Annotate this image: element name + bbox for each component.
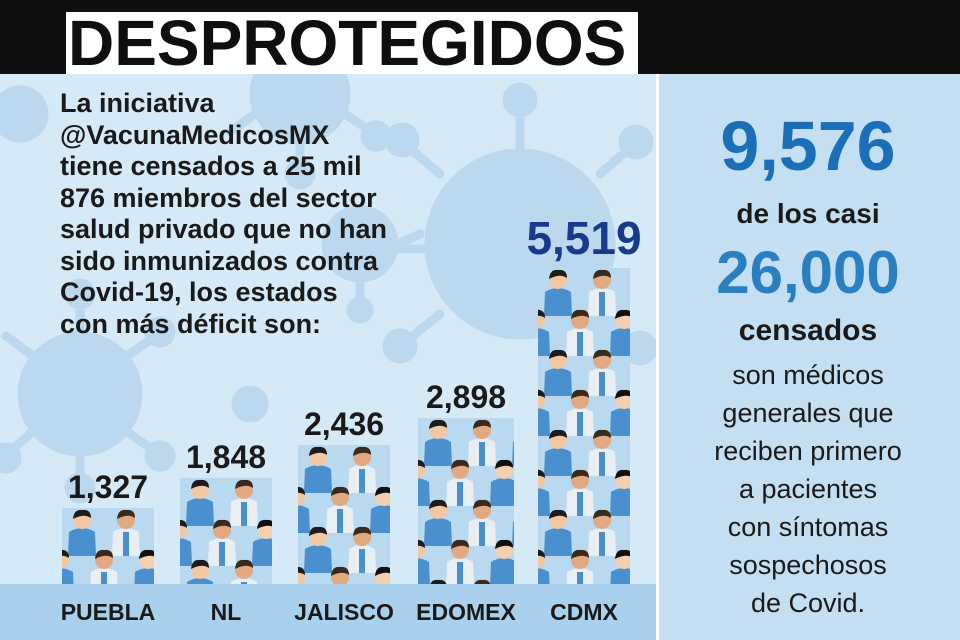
health-workers-illustration bbox=[298, 446, 390, 584]
intro-line: sido inmunizados contra bbox=[60, 245, 379, 276]
of-about-text: de los casi bbox=[736, 198, 880, 229]
summary-line: reciben primero bbox=[714, 436, 902, 466]
intro-line: La iniciativa bbox=[60, 88, 215, 118]
bar-nl bbox=[180, 478, 272, 584]
bar-chart: 1,327 PUEBLA 1,848 NL 2,436 JALISCO 2,898 EDOME… bbox=[61, 212, 642, 625]
summary-line: son médicos bbox=[732, 360, 884, 390]
intro-line: 876 miembros del sector bbox=[60, 182, 377, 213]
summary-line: generales que bbox=[722, 398, 894, 428]
census-word: censados bbox=[738, 314, 878, 347]
category-label: PUEBLA bbox=[61, 599, 156, 625]
value-label: 2,898 bbox=[426, 379, 506, 415]
census-total: 26,000 bbox=[716, 239, 900, 306]
summary-line: de Covid. bbox=[750, 588, 866, 618]
category-label: JALISCO bbox=[294, 599, 394, 625]
bar-edomex bbox=[418, 418, 514, 584]
intro-handle-line: @VacunaMedicosMX bbox=[60, 119, 330, 150]
unprotected-gp-count: 9,576 bbox=[720, 107, 896, 185]
intro-line: salud privado que no han bbox=[60, 214, 388, 244]
summary-line: a pacientes bbox=[738, 474, 878, 504]
category-axis-bar bbox=[0, 584, 656, 640]
bar-cdmx bbox=[538, 268, 630, 584]
intro-line: con más déficit son: bbox=[60, 308, 322, 339]
intro-line: Covid-19, los estados bbox=[60, 277, 338, 307]
category-label: CDMX bbox=[550, 599, 618, 625]
intro-line: tiene censados a 25 mil bbox=[60, 151, 362, 181]
health-workers-illustration bbox=[538, 269, 630, 584]
summary-line: sospechosos bbox=[729, 550, 887, 580]
page-title: DESPROTEGIDOS bbox=[66, 11, 639, 75]
summary-body: son médicos generales que reciben primer… bbox=[659, 356, 957, 622]
health-workers-illustration bbox=[418, 419, 514, 584]
summary-panel bbox=[656, 74, 960, 640]
bar-jalisco bbox=[298, 445, 390, 584]
value-label: 5,519 bbox=[526, 212, 641, 264]
category-label: EDOMEX bbox=[416, 599, 516, 625]
value-label: 1,327 bbox=[68, 469, 148, 505]
intro-text: La iniciativa @VacunaMedicosMX tiene cen… bbox=[60, 88, 440, 340]
value-label: 2,436 bbox=[304, 406, 384, 442]
value-label: 1,848 bbox=[186, 439, 266, 475]
summary-line: con síntomas bbox=[727, 512, 889, 542]
bar-puebla bbox=[62, 508, 154, 584]
health-workers-illustration bbox=[180, 479, 272, 584]
health-workers-illustration bbox=[62, 509, 154, 584]
category-label: NL bbox=[211, 599, 242, 625]
